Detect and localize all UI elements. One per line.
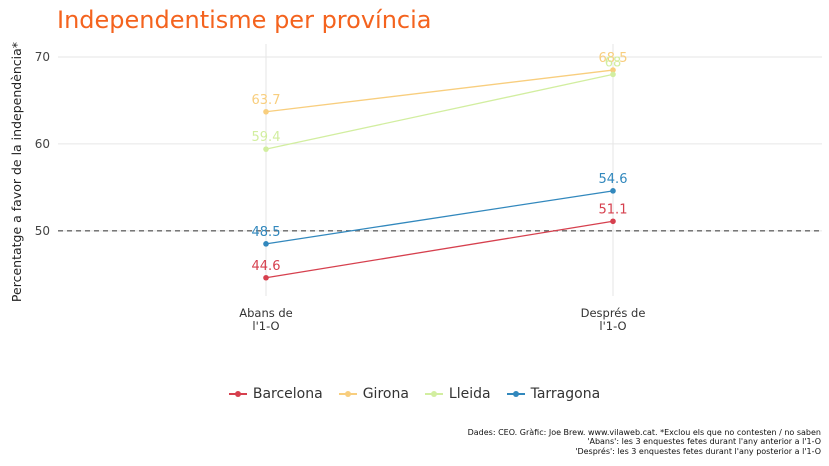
legend-item: Tarragona xyxy=(506,386,601,402)
caption: Dades: CEO. Gràfic: Joe Brew. www.vilawe… xyxy=(468,428,821,456)
series-line xyxy=(265,69,614,113)
data-point xyxy=(263,241,269,247)
legend-label: Lleida xyxy=(448,386,491,402)
data-label: 63.7 xyxy=(252,93,281,108)
legend-key xyxy=(228,389,247,399)
data-label: 48.5 xyxy=(252,225,281,240)
legend-key xyxy=(506,389,525,399)
y-tick-label: 70 xyxy=(35,50,50,64)
caption-line: Dades: CEO. Gràfic: Joe Brew. www.vilawe… xyxy=(467,428,821,437)
x-tick-label: Abans de l'1-O xyxy=(239,306,293,333)
legend-key xyxy=(424,389,443,399)
caption-line: 'Després': les 3 enquestes fetes durant … xyxy=(575,446,821,456)
series-line xyxy=(265,190,614,245)
data-label: 68 xyxy=(605,55,622,70)
legend-label: Tarragona xyxy=(530,386,601,402)
x-tick-label: Després de l'1-O xyxy=(581,306,646,333)
data-point xyxy=(263,146,269,152)
data-label: 51.1 xyxy=(599,202,628,217)
data-label: 59.4 xyxy=(252,130,281,145)
legend-item: Lleida xyxy=(424,386,491,402)
legend-label: Barcelona xyxy=(252,386,323,402)
y-tick-label: 50 xyxy=(35,224,50,238)
data-point xyxy=(263,108,269,115)
legend-item: Girona xyxy=(338,386,409,402)
legend-key xyxy=(338,389,357,399)
legend: Barcelona Girona Lleida Tarragona xyxy=(0,386,829,402)
data-point xyxy=(610,71,616,78)
series-line xyxy=(265,220,614,279)
y-tick-label: 60 xyxy=(35,137,50,151)
data-point xyxy=(610,188,616,194)
y-axis-label: Percentatge a favor de la independència* xyxy=(9,42,24,302)
legend-label: Girona xyxy=(362,386,409,402)
chart-title: Independentisme per província xyxy=(57,6,432,34)
caption-line: 'Abans': les 3 enquestes fetes durant l'… xyxy=(587,437,821,447)
data-point xyxy=(610,218,616,225)
data-label: 68.5 xyxy=(599,51,628,66)
data-label: 44.6 xyxy=(252,259,281,274)
series-line xyxy=(265,73,614,150)
data-label: 54.6 xyxy=(599,172,628,187)
data-point xyxy=(263,274,269,281)
legend-item: Barcelona xyxy=(228,386,323,402)
data-point xyxy=(610,67,616,73)
